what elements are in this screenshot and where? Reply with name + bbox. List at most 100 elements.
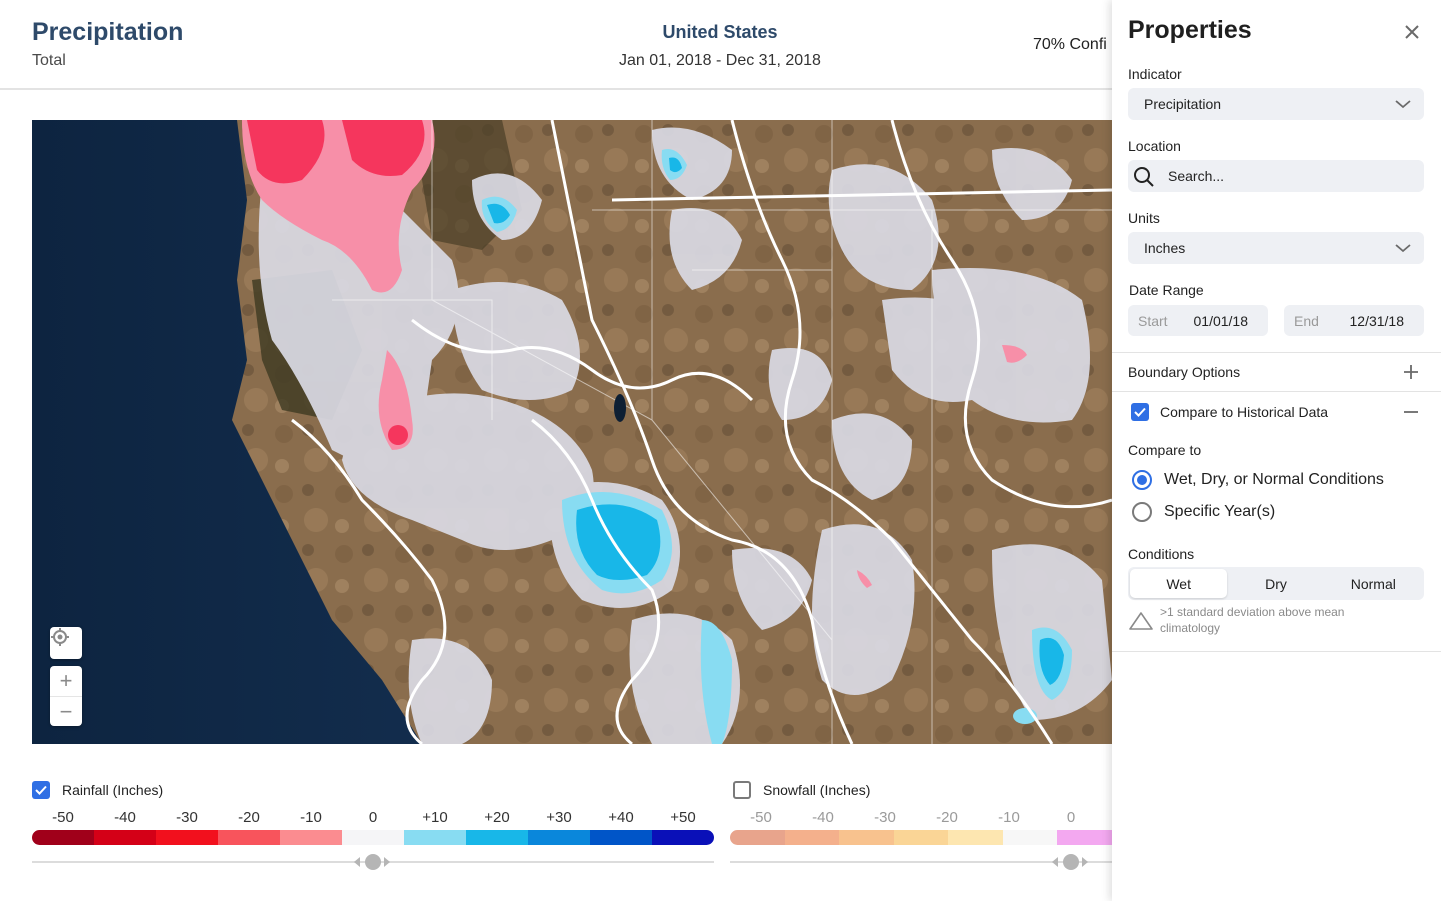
radio-specific-years[interactable]: Specific Year(s) (1132, 502, 1275, 522)
legend-color-swatch (528, 830, 590, 845)
location-label: Location (1128, 138, 1181, 154)
legend-tick-label: +50 (670, 809, 696, 826)
indicator-label: Indicator (1128, 66, 1182, 82)
legend-color-swatch (784, 830, 840, 845)
legend-tick-label: -40 (812, 809, 834, 826)
wet-precip-overlay (481, 149, 1072, 744)
units-value: Inches (1144, 240, 1186, 256)
zoom-in-button[interactable]: + (59, 668, 73, 693)
rainfall-legend-label: Rainfall (Inches) (62, 782, 164, 798)
county-lines (332, 120, 1112, 744)
legend-tick-label: -40 (114, 809, 136, 826)
boundary-options-label[interactable]: Boundary Options (1128, 364, 1241, 380)
locate-button[interactable] (50, 627, 82, 659)
radio-wet-dry-normal[interactable]: Wet, Dry, or Normal Conditions (1132, 470, 1384, 490)
rainfall-slider-right-arrow[interactable] (384, 857, 390, 867)
divider (1112, 352, 1441, 353)
chevron-down-icon (1395, 244, 1411, 253)
compare-historical-label: Compare to Historical Data (1160, 404, 1329, 420)
legend-color-swatch (839, 830, 894, 845)
legend-tick-label: -10 (998, 809, 1020, 826)
close-icon[interactable] (1402, 22, 1422, 42)
crosshair-icon (51, 628, 69, 646)
legend-color-swatch (652, 830, 714, 845)
legend-color-swatch (32, 830, 94, 845)
minus-icon[interactable] (1403, 404, 1419, 420)
date-range-label: Date Range (1129, 282, 1204, 298)
map-header: Precipitation Total United States Jan 01… (0, 0, 1112, 90)
legend-tick-label: -50 (52, 809, 74, 826)
snowfall-slider-thumb[interactable] (1063, 854, 1079, 870)
indicator-select[interactable]: Precipitation (1128, 88, 1424, 120)
legend-color-swatch (466, 830, 528, 845)
legend-color-swatch (404, 830, 466, 845)
legend-color-swatch (893, 830, 949, 845)
end-value: 12/31/18 (1349, 313, 1405, 329)
page-subtitle: Total (32, 52, 66, 69)
conditions-segmented-control: Wet Dry Normal (1128, 567, 1424, 600)
legend-color-swatch (1057, 830, 1112, 845)
end-date-input[interactable]: End 12/31/18 (1284, 305, 1424, 336)
legend-tick-label: -30 (176, 809, 198, 826)
legend-tick-label: -20 (238, 809, 260, 826)
legend-color-swatch (94, 830, 156, 845)
condition-wet-button[interactable]: Wet (1130, 569, 1228, 598)
rainfall-slider-left-arrow[interactable] (354, 857, 360, 867)
legend-tick-label: -30 (874, 809, 896, 826)
confidence-label: 70% Confi (1033, 36, 1107, 53)
condition-normal-button[interactable]: Normal (1350, 575, 1396, 592)
radio-label: Specific Year(s) (1164, 503, 1276, 520)
units-select[interactable]: Inches (1128, 232, 1424, 264)
map-canvas (32, 120, 1112, 744)
legend-tick-label: +30 (546, 809, 572, 826)
rainfall-legend: Rainfall (Inches) -50 -40 -30 -20 -10 0 +10 +20… (32, 778, 714, 870)
radio-button[interactable] (1132, 470, 1152, 490)
properties-panel: Properties Indicator Precipitation Locat… (1112, 0, 1441, 901)
legend-color-swatch (590, 830, 652, 845)
legend-color-swatch (280, 830, 342, 845)
legend-color-swatch (1002, 830, 1058, 845)
radio-button[interactable] (1132, 502, 1152, 522)
location-search-input[interactable]: Search... (1128, 160, 1424, 192)
rainfall-checkbox[interactable] (32, 781, 50, 799)
page-title: Precipitation (32, 18, 184, 46)
divider (1112, 391, 1441, 392)
start-label: Start (1138, 313, 1168, 329)
snowfall-checkbox[interactable] (733, 781, 751, 799)
legend-tick-label: -20 (936, 809, 958, 826)
precipitation-map[interactable]: + − (32, 120, 1112, 744)
region-name: United States (662, 22, 778, 42)
legend-color-swatch (730, 830, 785, 845)
condition-dry-button[interactable]: Dry (1265, 575, 1287, 592)
radio-label: Wet, Dry, or Normal Conditions (1164, 471, 1384, 488)
conditions-label: Conditions (1128, 546, 1195, 562)
checkmark-icon (35, 785, 47, 795)
legend-color-swatch (156, 830, 218, 845)
legend-tick-label: -50 (750, 809, 772, 826)
legend-color-swatch (948, 830, 1003, 845)
snowfall-legend: Snowfall (Inches) -50 -40 -30 -20 -10 0 (730, 778, 1112, 878)
compare-to-label: Compare to (1128, 442, 1202, 458)
snowfall-color-bar (730, 830, 1112, 845)
snowfall-slider-left-arrow[interactable] (1052, 857, 1058, 867)
warning-icon (1129, 612, 1153, 630)
dry-precip-overlay (242, 120, 1027, 588)
plus-icon[interactable] (1403, 364, 1419, 380)
zoom-controls: + − (50, 666, 82, 726)
snowfall-slider-right-arrow[interactable] (1082, 857, 1088, 867)
snowfall-slider-track (730, 861, 1112, 863)
end-label: End (1294, 313, 1319, 329)
start-date-input[interactable]: Start 01/01/18 (1128, 305, 1268, 336)
watershed-boundaries (291, 120, 1112, 744)
legend-tick-label: -10 (300, 809, 322, 826)
chevron-down-icon (1395, 100, 1411, 109)
snowfall-legend-label: Snowfall (Inches) (763, 782, 871, 798)
legend-color-swatch (342, 830, 404, 845)
location-placeholder: Search... (1168, 168, 1225, 184)
compare-historical-checkbox[interactable] (1131, 403, 1149, 421)
units-label: Units (1128, 210, 1160, 226)
rainfall-slider-thumb[interactable] (365, 854, 381, 870)
zoom-out-button[interactable]: − (50, 696, 82, 726)
legend-tick-label: 0 (368, 809, 378, 826)
